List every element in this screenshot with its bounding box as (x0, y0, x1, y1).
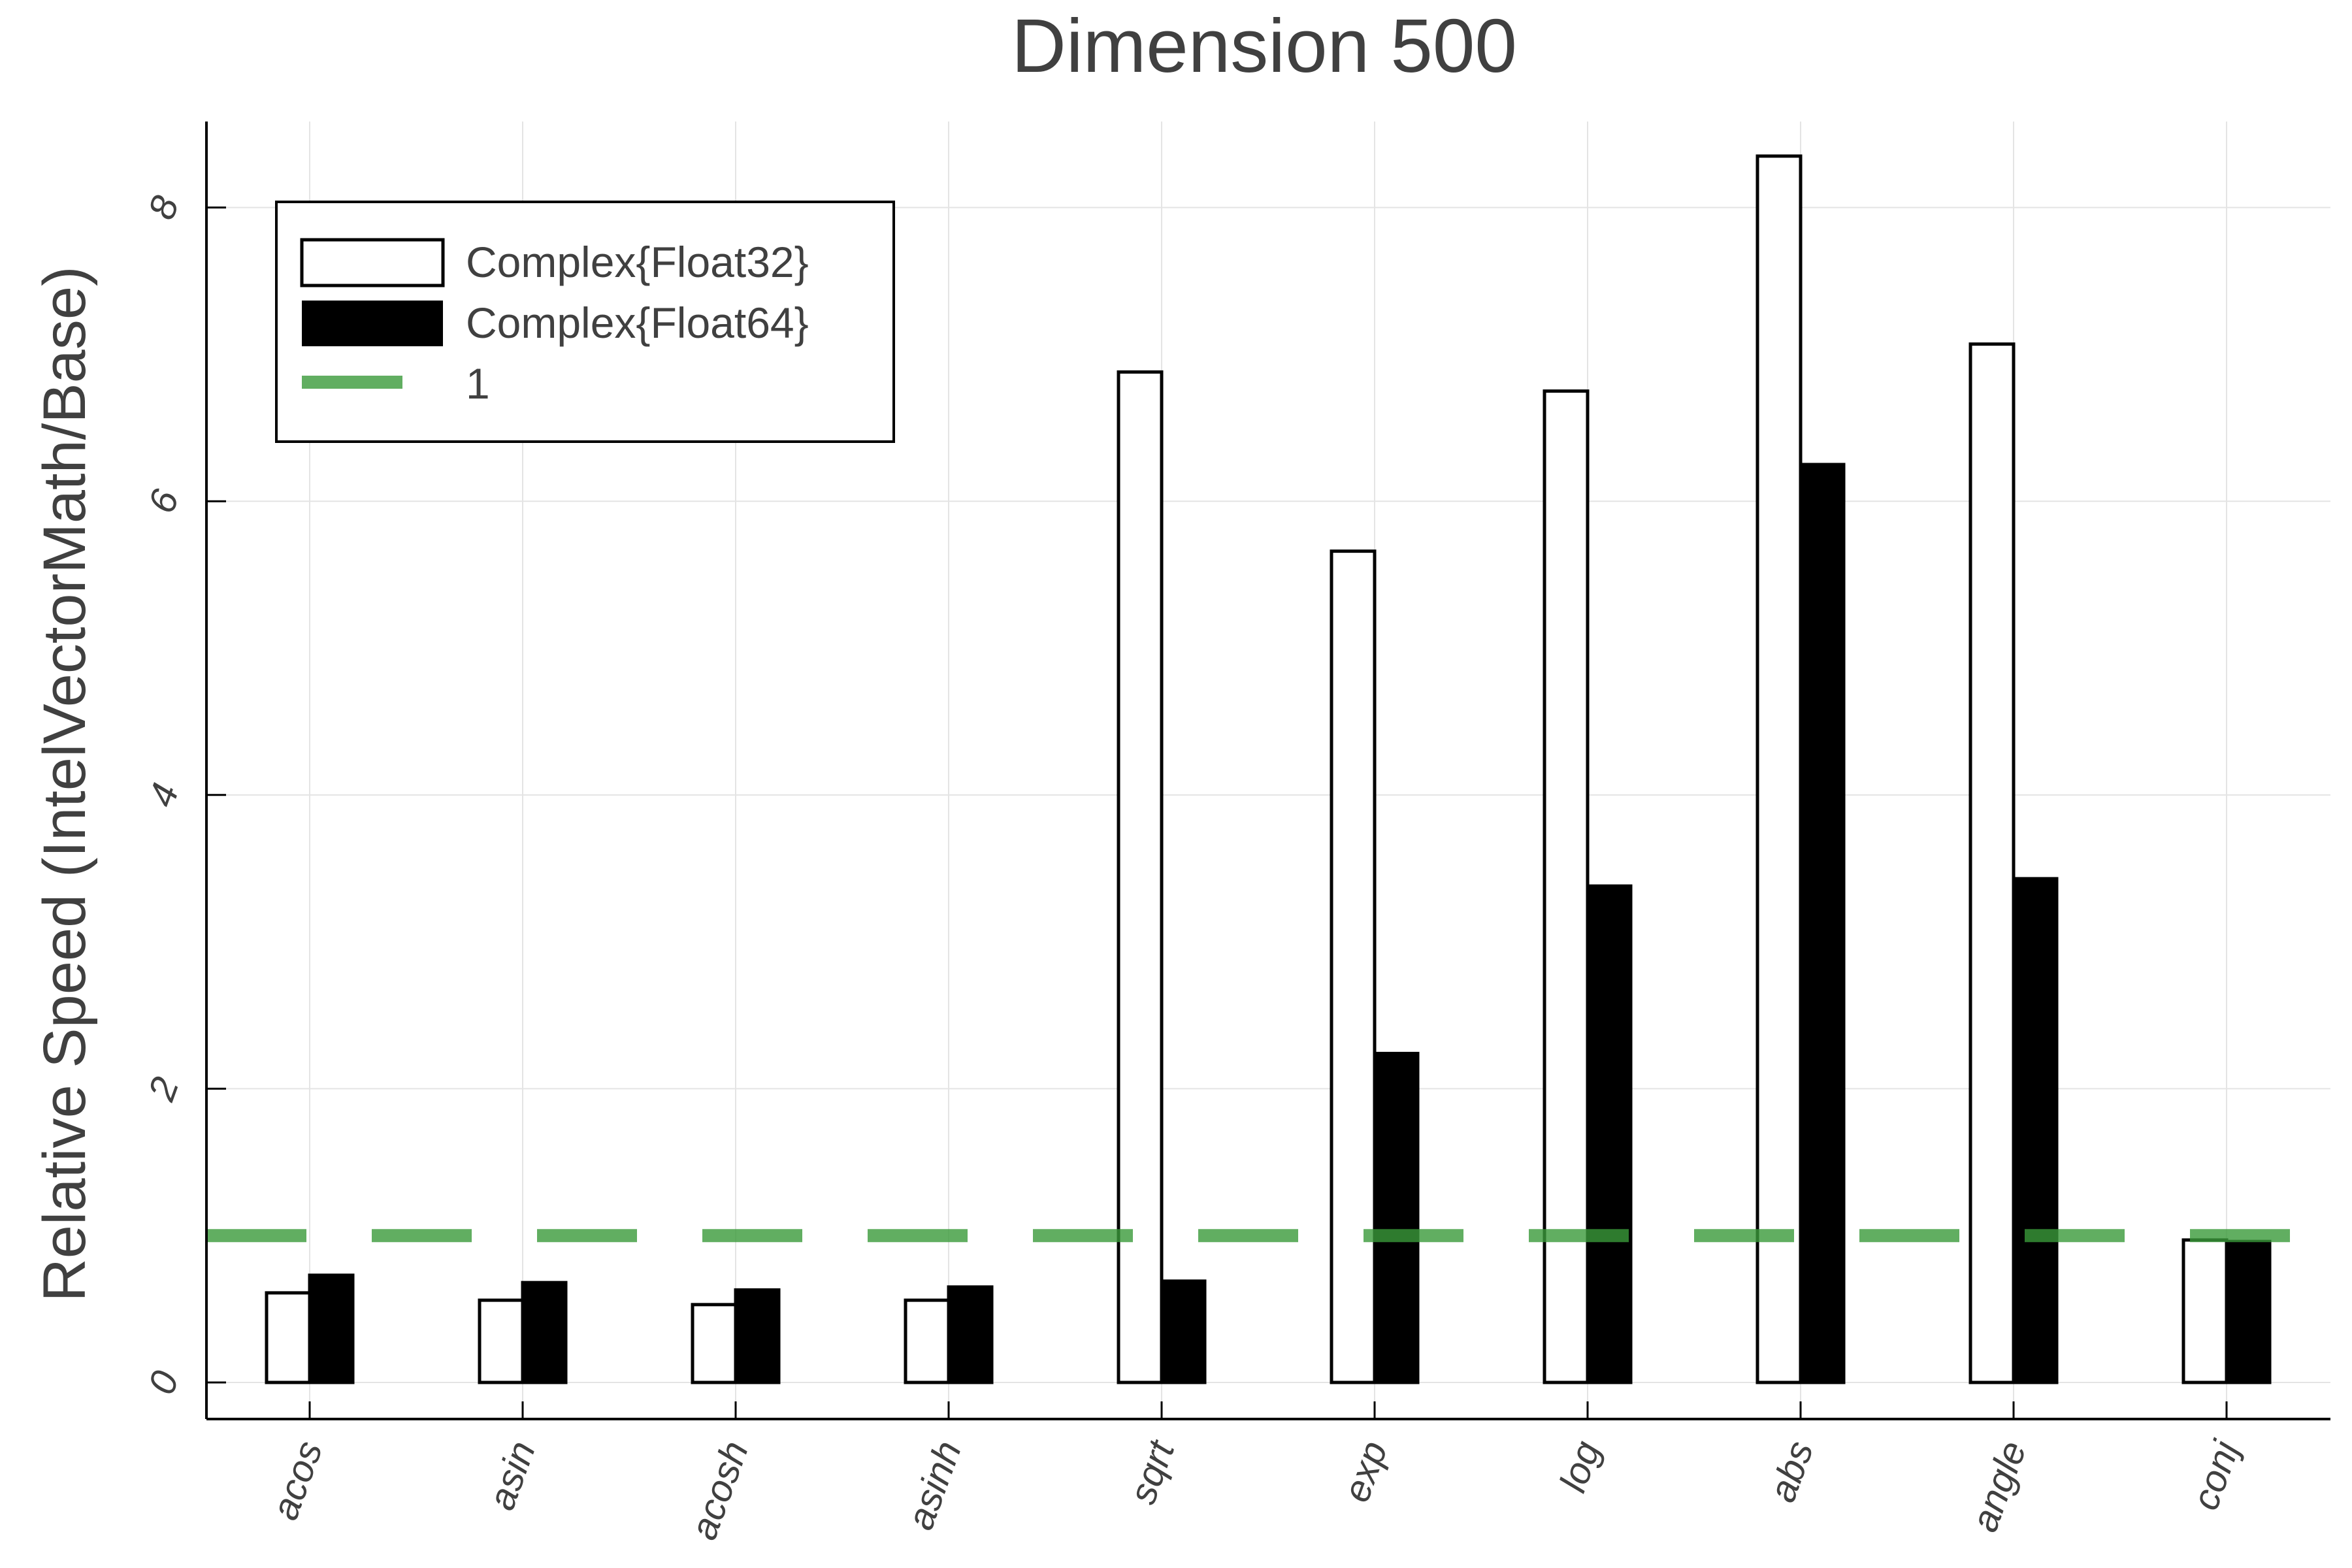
bar-angle-float64 (2012, 877, 2059, 1384)
x-tick-label: sqrt (1121, 1434, 1183, 1510)
y-tick-label: 8 (140, 190, 187, 225)
bar-asinh-float32 (904, 1298, 951, 1384)
bar-exp-float64 (1373, 1051, 1420, 1384)
bar-asin-float64 (521, 1281, 568, 1384)
x-ticks: acos asin acosh asinh sqrt exp log abs angle conj (263, 1401, 2248, 1545)
bar-acosh-float64 (734, 1288, 781, 1384)
y-tick-label: 4 (140, 778, 187, 813)
bar-acos-float32 (265, 1291, 312, 1384)
y-ticks: 0 2 4 6 8 (140, 190, 226, 1399)
x-tick-label: log (1552, 1435, 1609, 1497)
bar-sqrt-float64 (1160, 1279, 1207, 1384)
bar-angle-float32 (1968, 342, 2016, 1384)
x-tick-label: asinh (899, 1435, 970, 1535)
bar-abs-float32 (1756, 154, 1803, 1384)
bar-acosh-float32 (691, 1303, 738, 1384)
x-tick-label: asin (480, 1435, 544, 1515)
x-tick-label: acosh (682, 1435, 757, 1545)
x-tick-label: angle (1963, 1435, 2035, 1537)
legend-swatch-float32 (300, 238, 445, 287)
y-tick-label: 6 (140, 483, 187, 518)
y-tick-label: 2 (140, 1071, 187, 1106)
chart-title: Dimension 500 (1011, 3, 1517, 88)
legend-swatch-float64 (302, 301, 443, 346)
legend-label-reference: 1 (466, 359, 490, 408)
x-tick-label: abs (1761, 1435, 1821, 1507)
bar-conj-float64 (2225, 1239, 2272, 1384)
bars (265, 154, 2272, 1384)
bar-sqrt-float32 (1117, 370, 1164, 1384)
bar-asinh-float64 (947, 1285, 994, 1384)
x-tick-label: acos (263, 1435, 331, 1525)
bar-asin-float32 (478, 1298, 525, 1384)
y-axis-label: Relative Speed (IntelVectorMath/Base) (31, 266, 98, 1301)
legend-label-float64: Complex{Float64} (466, 299, 809, 347)
bar-acos-float64 (308, 1273, 355, 1384)
y-tick-label: 0 (140, 1365, 187, 1400)
legend: Complex{Float32} Complex{Float64} 1 (275, 201, 895, 443)
bar-exp-float32 (1330, 549, 1377, 1384)
bar-abs-float64 (1799, 463, 1846, 1384)
bar-conj-float32 (2181, 1238, 2229, 1384)
x-tick-label: conj (2184, 1434, 2248, 1515)
bar-log-float32 (1543, 389, 1590, 1384)
x-tick-label: exp (1335, 1435, 1396, 1507)
legend-label-float32: Complex{Float32} (466, 238, 809, 286)
bar-log-float64 (1586, 884, 1633, 1384)
